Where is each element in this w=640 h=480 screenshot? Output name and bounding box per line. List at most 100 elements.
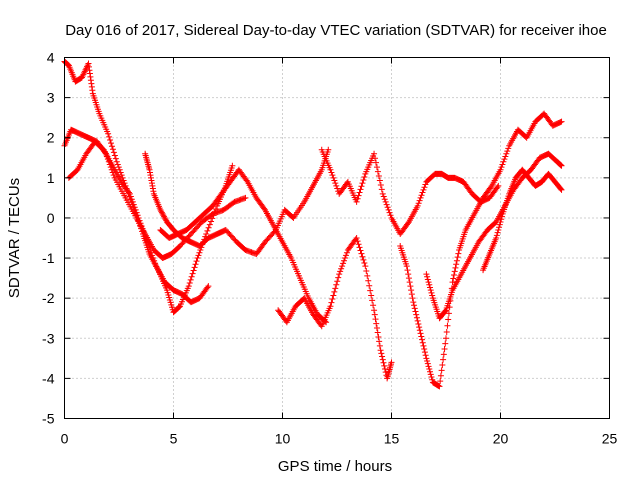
data-point: [363, 267, 370, 274]
data-point: [417, 330, 424, 337]
data-point: [373, 325, 380, 332]
y-tick-label: 4: [47, 50, 55, 66]
data-point: [337, 268, 344, 275]
data-point: [379, 190, 386, 197]
data-point: [388, 359, 395, 366]
data-point: [425, 363, 432, 370]
data-point: [147, 247, 154, 254]
data-point: [331, 177, 338, 184]
data-point: [195, 252, 202, 259]
data-point: [498, 164, 505, 171]
data-point: [426, 366, 433, 373]
data-point: [443, 329, 450, 336]
data-point: [138, 222, 145, 229]
data-point: [385, 206, 392, 213]
data-point: [372, 159, 379, 166]
data-point: [162, 216, 169, 223]
data-point: [411, 302, 418, 309]
data-point: [428, 289, 435, 296]
data-point: [371, 311, 378, 318]
data-point: [146, 244, 153, 251]
data-point: [502, 153, 509, 160]
data-point: [379, 353, 386, 360]
data-point: [132, 206, 139, 213]
data-point: [437, 378, 444, 385]
data-point: [193, 258, 200, 265]
data-point: [428, 374, 435, 381]
data-point: [419, 339, 426, 346]
data-point: [452, 264, 459, 271]
data-point: [356, 244, 363, 251]
data-point: [375, 333, 382, 340]
data-point: [381, 196, 388, 203]
data-point: [411, 305, 418, 312]
data-point: [445, 316, 452, 323]
data-point: [503, 150, 510, 157]
data-point: [365, 277, 372, 284]
data-point: [353, 198, 360, 205]
data-point: [427, 287, 434, 294]
data-point: [408, 291, 415, 298]
data-point: [413, 314, 420, 321]
data-point: [497, 166, 504, 173]
data-point: [330, 292, 337, 299]
data-point: [149, 252, 156, 259]
y-tick-label: 2: [47, 130, 55, 146]
data-point: [376, 342, 383, 349]
grid: [64, 57, 610, 419]
data-point: [369, 297, 376, 304]
data-point: [386, 209, 393, 216]
data-point: [341, 255, 348, 262]
data-point: [415, 200, 422, 207]
data-point: [412, 308, 419, 315]
data-point: [415, 321, 422, 328]
data-point: [557, 185, 564, 192]
x-tick-label: 10: [275, 431, 291, 447]
data-point: [371, 150, 378, 157]
y-tick-label: -4: [42, 370, 55, 386]
data-point: [353, 235, 360, 241]
data-point: [424, 276, 431, 283]
x-tick-label: 0: [61, 431, 69, 447]
data-point: [135, 214, 142, 221]
chart-title: Day 016 of 2017, Sidereal Day-to-day VTE…: [65, 22, 607, 39]
data-point: [403, 263, 410, 270]
data-marks: [61, 58, 565, 390]
data-point: [422, 181, 429, 188]
series-satellite-track-d: [142, 146, 332, 258]
data-point: [427, 371, 434, 378]
data-point: [441, 345, 448, 352]
data-point: [404, 220, 411, 227]
data-point: [498, 213, 505, 220]
data-point: [127, 193, 134, 200]
data-point: [420, 342, 427, 349]
data-point: [109, 146, 116, 153]
data-point: [329, 296, 336, 303]
data-point: [442, 308, 449, 315]
data-point: [498, 216, 505, 223]
data-point: [328, 169, 335, 176]
data-point: [128, 196, 135, 203]
data-point: [191, 264, 198, 271]
data-point: [558, 186, 565, 193]
data-point: [500, 158, 507, 165]
data-point: [142, 233, 149, 240]
data-point: [333, 281, 340, 288]
data-point: [116, 166, 123, 173]
data-point: [379, 356, 386, 363]
data-point: [443, 335, 449, 342]
series-satellite-track-h: [397, 110, 565, 390]
data-point: [496, 221, 503, 228]
data-point: [115, 164, 122, 171]
data-point: [380, 193, 387, 200]
data-point: [110, 149, 117, 156]
data-point: [108, 140, 115, 147]
data-point: [131, 204, 138, 211]
data-point: [425, 279, 432, 286]
data-point: [329, 172, 336, 179]
data-point: [328, 299, 335, 306]
data-point: [374, 168, 381, 175]
data-point: [494, 184, 501, 191]
data-point: [327, 303, 334, 310]
data-point: [451, 268, 458, 275]
